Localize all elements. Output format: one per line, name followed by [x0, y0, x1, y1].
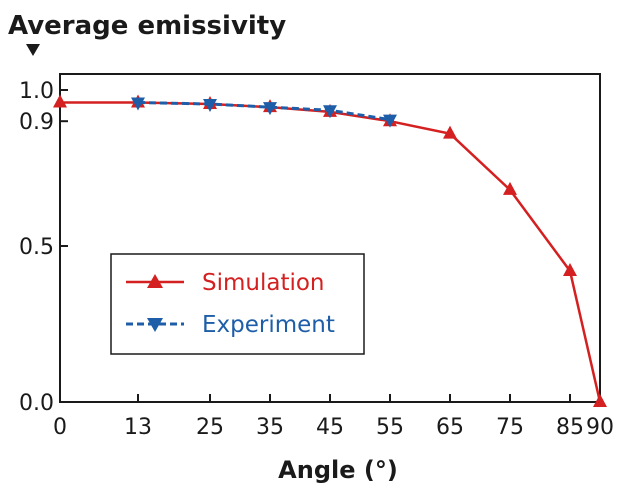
x-tick-label: 35	[256, 415, 284, 440]
x-tick-label: 65	[436, 415, 464, 440]
y-axis-ticks: 0.0 0.5 0.9 1.0	[19, 79, 68, 416]
legend-simulation-marker-icon	[147, 274, 163, 288]
data-point-experiment	[323, 105, 337, 119]
series-line-simulation	[60, 101, 602, 403]
y-axis-arrow-icon	[26, 44, 40, 56]
data-point-experiment	[383, 114, 397, 128]
y-tick-label: 0.0	[19, 391, 54, 416]
data-point-simulation	[443, 125, 457, 139]
x-tick-label: 55	[376, 415, 404, 440]
y-axis-title: Average emissivity	[8, 11, 286, 41]
data-point-simulation	[503, 181, 517, 195]
x-tick-label: 0	[53, 415, 67, 440]
y-tick-label: 0.9	[19, 110, 54, 135]
x-tick-label: 45	[316, 415, 344, 440]
y-tick-label: 1.0	[19, 79, 54, 104]
legend: Simulation Experiment	[110, 253, 365, 355]
x-tick-label: 75	[496, 415, 524, 440]
legend-experiment-label: Experiment	[202, 312, 335, 338]
legend-simulation-label: Simulation	[202, 270, 325, 296]
data-point-experiment	[263, 102, 277, 116]
data-point-experiment	[131, 97, 145, 111]
x-tick-label: 13	[124, 415, 152, 440]
data-point-simulation	[563, 262, 577, 276]
x-tick-label: 85	[556, 415, 584, 440]
data-point-experiment	[203, 99, 217, 113]
series-layer	[53, 94, 607, 407]
legend-box	[110, 253, 365, 355]
data-point-simulation	[593, 394, 607, 407]
x-axis-ticks: 0 13 25 35 45 55 65 75 85 90	[53, 394, 614, 440]
x-axis-title: Angle (°)	[278, 456, 398, 484]
data-point-simulation	[53, 94, 67, 108]
x-tick-label: 90	[586, 415, 614, 440]
legend-experiment-marker-icon	[147, 318, 163, 332]
x-tick-label: 25	[196, 415, 224, 440]
y-tick-label: 0.5	[19, 235, 54, 260]
